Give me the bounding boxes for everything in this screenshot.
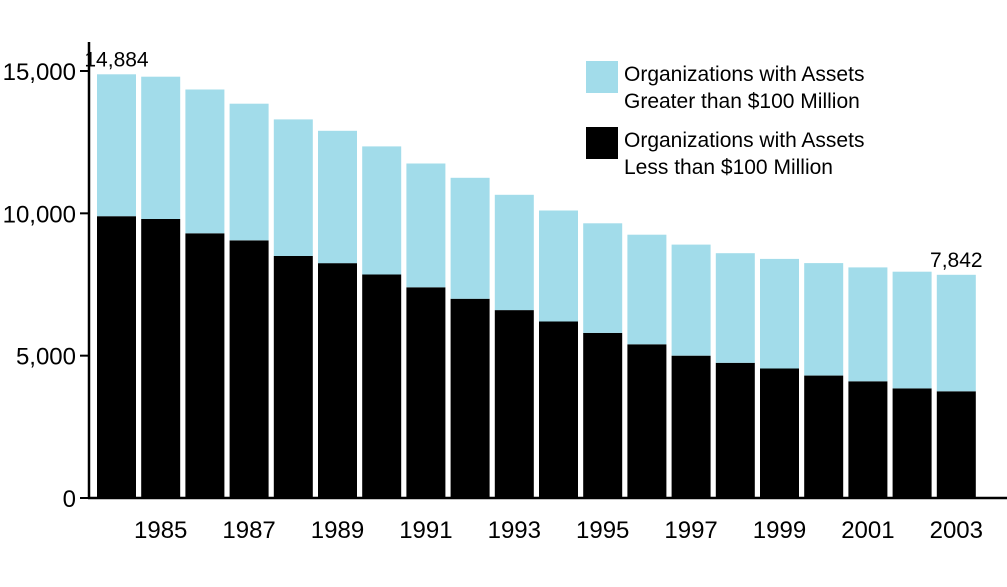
bar-2001-over-100m <box>848 267 888 382</box>
bar-1986-over-100m <box>185 89 225 234</box>
bars-layer <box>97 74 976 499</box>
bar-1997-under-100m <box>671 355 711 498</box>
bar-1991-under-100m <box>406 287 446 498</box>
y-tick-label: 10,000 <box>3 201 76 228</box>
bar-1990-under-100m <box>362 274 402 498</box>
data-label: 7,842 <box>930 249 983 272</box>
x-tick-label: 1995 <box>576 517 629 544</box>
bar-1984-under-100m <box>97 216 136 498</box>
bar-1992-over-100m <box>450 177 490 299</box>
bar-1987-under-100m <box>229 240 269 498</box>
legend-label: Organizations with Assets <box>624 129 864 152</box>
bar-2000-under-100m <box>804 375 844 498</box>
bar-1993-under-100m <box>494 310 534 498</box>
bar-1988-under-100m <box>273 256 313 498</box>
legend-label: Organizations with Assets <box>624 63 864 86</box>
bar-2000-over-100m <box>804 263 844 376</box>
bar-1995-under-100m <box>583 332 623 498</box>
legend-label: Greater than $100 Million <box>624 90 860 113</box>
legend: Organizations with Assets Greater than $1… <box>586 61 864 179</box>
bar-1989-over-100m <box>318 130 357 264</box>
bar-1990-over-100m <box>362 146 402 275</box>
bar-1984-over-100m <box>97 74 136 217</box>
bar-1999-over-100m <box>760 258 799 369</box>
bar-1985-over-100m <box>141 76 181 219</box>
bar-1993-over-100m <box>494 194 534 311</box>
data-label: 14,884 <box>84 48 149 71</box>
x-tick-label: 1991 <box>399 517 452 544</box>
bar-1998-over-100m <box>715 253 755 363</box>
bar-2001-under-100m <box>848 381 888 498</box>
x-tick-label: 1985 <box>134 517 187 544</box>
bar-1985-under-100m <box>141 219 181 498</box>
y-tick-label: 5,000 <box>16 344 76 371</box>
bar-1994-under-100m <box>539 321 578 498</box>
bar-1989-under-100m <box>318 263 357 498</box>
bar-1987-over-100m <box>229 103 269 241</box>
bar-1991-over-100m <box>406 163 446 288</box>
bar-1998-under-100m <box>715 362 755 498</box>
x-tick-label: 1999 <box>753 517 806 544</box>
bar-1986-under-100m <box>185 233 225 499</box>
bar-2003-over-100m <box>936 274 976 392</box>
bar-1996-over-100m <box>627 234 667 345</box>
legend-label: Less than $100 Million <box>624 156 833 179</box>
legend-swatch <box>586 61 618 93</box>
bar-1992-under-100m <box>450 298 490 498</box>
bar-1995-over-100m <box>583 223 623 333</box>
y-tick-label: 0 <box>63 486 76 513</box>
x-tick-label: 1993 <box>488 517 541 544</box>
legend-swatch <box>586 127 618 159</box>
bar-1996-under-100m <box>627 344 667 498</box>
x-tick-label: 1989 <box>311 517 364 544</box>
x-tick-label: 2003 <box>930 517 983 544</box>
x-tick-label: 1997 <box>664 517 717 544</box>
x-tick-label: 1987 <box>222 517 275 544</box>
y-tick-label: 15,000 <box>3 59 76 86</box>
bar-1994-over-100m <box>539 210 578 322</box>
bar-1999-under-100m <box>760 368 799 498</box>
axes-layer: 0 5,000 10,000 15,000 1985 1987 1989 1991 1993 19… <box>3 42 1007 544</box>
bar-1988-over-100m <box>273 119 313 257</box>
bar-2002-over-100m <box>892 271 932 389</box>
labels-layer: 14,884 7,842 <box>84 48 982 271</box>
bar-1997-over-100m <box>671 244 711 356</box>
x-tick-label: 2001 <box>841 517 894 544</box>
bar-2002-under-100m <box>892 388 932 498</box>
bar-2003-under-100m <box>936 391 976 499</box>
